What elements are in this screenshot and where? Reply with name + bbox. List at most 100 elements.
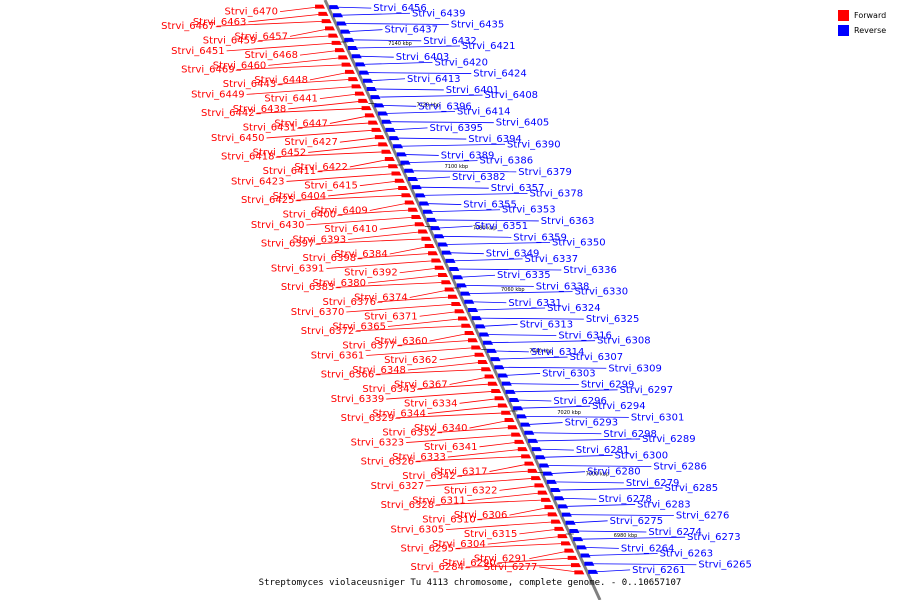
reverse-feature [460,291,471,296]
forward-leader-line [316,238,428,245]
reverse-feature [498,373,509,378]
reverse-leader-line [594,569,631,573]
reverse-leader-line [455,268,562,271]
reverse-leader-line [466,291,573,294]
reverse-feature [434,234,445,239]
forward-gene-label: Strvi_6418 [221,152,275,163]
reverse-feature [329,5,340,10]
forward-gene-label: Strvi_6469 [181,65,235,76]
reverse-leader-line [425,203,462,205]
forward-gene-label: Strvi_6342 [402,471,456,482]
forward-leader-line [328,187,405,197]
reverse-leader-line [564,504,636,507]
reverse-gene-label: Strvi_6389 [441,150,495,161]
reverse-leader-line [432,219,539,222]
reverse-leader-line [354,45,461,49]
reverse-gene-label: Strvi_6316 [558,331,612,342]
forward-leader-line [529,550,571,560]
forward-gene-label: Strvi_6431 [243,123,297,134]
reverse-gene-label: Strvi_6286 [653,461,707,472]
reverse-leader-line [368,78,406,82]
forward-leader-line [397,339,474,346]
forward-leader-line [326,260,438,269]
forward-gene-label: Strvi_6284 [410,562,464,573]
reverse-leader-line [552,481,624,484]
reverse-leader-line [459,274,496,278]
forward-gene-label: Strvi_6327 [371,481,425,492]
reverse-leader-line [451,258,523,262]
reverse-gene-label: Strvi_6338 [536,281,590,292]
reverse-leader-line [444,242,551,245]
reverse-leader-line [515,399,552,402]
forward-gene-label: Strvi_6328 [381,500,435,511]
legend-reverse: Reverse [838,23,898,38]
forward-gene-label: Strvi_6391 [271,263,325,274]
forward-gene-label: Strvi_6310 [422,514,476,525]
forward-leader-line [286,173,398,182]
forward-gene-label: Strvi_6448 [254,75,308,86]
reverse-feature [501,381,512,386]
forward-gene-label: Strvi_6322 [444,485,498,496]
reverse-gene-label: Strvi_6274 [648,527,702,538]
reverse-gene-label: Strvi_6281 [576,445,630,456]
forward-gene-label: Strvi_6443 [223,79,277,90]
forward-gene-label: Strvi_6326 [361,456,415,467]
forward-gene-label: Strvi_6430 [251,220,305,231]
reverse-feature [370,95,381,100]
forward-leader-line [306,216,418,226]
reverse-feature [528,438,539,443]
forward-leader-line [268,57,345,66]
reverse-feature [576,545,587,550]
forward-leader-line [467,492,544,501]
reverse-gene-label: Strvi_6403 [396,52,450,63]
forward-gene-label: Strvi_6305 [391,525,445,536]
forward-gene-label: Strvi_6450 [211,133,265,144]
forward-gene-label: Strvi_6425 [241,195,295,206]
forward-gene-label: Strvi_6460 [213,60,267,71]
reverse-feature [516,414,527,419]
reverse-feature [351,54,362,59]
forward-leader-line [446,521,558,531]
reverse-leader-line [421,192,528,196]
reverse-feature [355,62,366,67]
reverse-gene-label: Strvi_6293 [565,418,619,429]
forward-leader-line [276,151,388,158]
reverse-leader-line [361,61,433,65]
reverse-leader-line [470,301,507,304]
forward-leader-line [288,100,365,110]
forward-gene-label: Strvi_6366 [321,369,375,380]
reverse-gene-label: Strvi_6421 [462,41,516,52]
reverse-gene-label: Strvi_6414 [457,107,511,118]
forward-leader-line [477,513,554,520]
reverse-leader-line [365,72,472,74]
forward-gene-label: Strvi_6339 [331,394,385,405]
forward-gene-label: Strvi_6311 [412,496,466,507]
reverse-feature [505,389,516,394]
scale-tick-label: 7060 kbp [501,287,525,293]
forward-gene-label: Strvi_6334 [404,398,458,409]
legend-forward-label: Forward [854,11,887,20]
forward-gene-label: Strvi_6329 [341,413,395,424]
reverse-gene-label: Strvi_6401 [446,85,500,96]
reverse-feature [464,299,475,304]
reverse-gene-label: Strvi_6324 [547,303,601,314]
reverse-gene-label: Strvi_6325 [586,314,640,325]
reverse-feature [430,226,441,231]
reverse-feature [509,398,520,403]
reverse-leader-line [549,471,586,475]
reverse-feature [453,275,464,280]
reverse-gene-label: Strvi_6413 [407,74,461,85]
reverse-feature [494,365,505,370]
genome-axis [323,0,602,600]
forward-gene-label: Strvi_6409 [314,205,368,216]
forward-gene-label: Strvi_6290 [442,558,496,569]
reverse-gene-label: Strvi_6285 [665,483,719,494]
forward-leader-line [338,209,415,216]
forward-gene-label: Strvi_6370 [291,307,345,318]
reverse-feature [573,537,584,542]
reverse-gene-label: Strvi_6289 [642,434,696,445]
reverse-feature [340,29,351,34]
reverse-leader-line [496,356,568,360]
forward-gene-label: Strvi_6367 [394,380,448,391]
reverse-feature [543,471,554,476]
